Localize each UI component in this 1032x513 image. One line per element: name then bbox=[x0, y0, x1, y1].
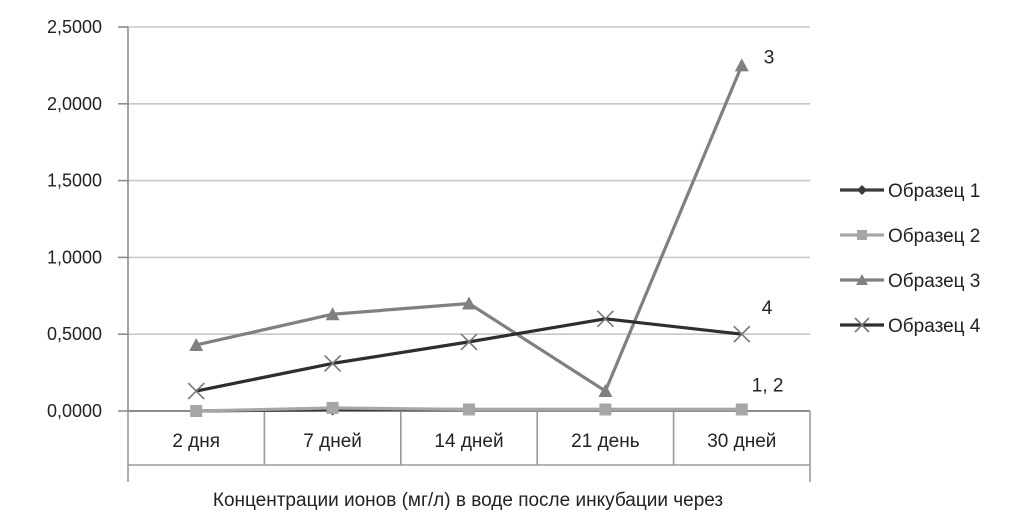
x-tick-label: 7 дней bbox=[303, 431, 362, 452]
legend: Образец 1 Образец 2 Образец 3 Образец 4 bbox=[840, 181, 981, 337]
legend-marker bbox=[856, 274, 868, 285]
series-2 bbox=[190, 401, 748, 417]
series-annotation: 3 bbox=[764, 47, 775, 68]
x-axis: 2 дня 7 дней 14 дней 21 день 30 дней bbox=[127, 411, 811, 482]
x-tick-label: 14 дней bbox=[434, 431, 503, 452]
data-point bbox=[324, 354, 342, 372]
series-annotation: 4 bbox=[762, 298, 773, 319]
data-point bbox=[325, 307, 340, 321]
data-point bbox=[733, 325, 751, 343]
series-line bbox=[195, 317, 742, 393]
legend-entry: Образец 4 bbox=[840, 316, 981, 337]
series-lines bbox=[187, 58, 751, 417]
data-point bbox=[460, 333, 478, 351]
legend-label: Образец 4 bbox=[888, 316, 981, 337]
data-point bbox=[190, 405, 203, 417]
y-tick-label: 1,0000 bbox=[47, 247, 102, 267]
x-tick-label: 30 дней bbox=[707, 431, 776, 452]
series-3 bbox=[189, 58, 749, 398]
legend-entry: Образец 2 bbox=[840, 226, 980, 247]
legend-label: Образец 1 bbox=[888, 181, 980, 202]
data-point bbox=[735, 403, 748, 416]
y-tick-label: 0,5000 bbox=[47, 324, 102, 344]
x-axis-label: Концентрации ионов (мг/л) в воде после и… bbox=[213, 490, 723, 511]
data-point bbox=[326, 401, 339, 414]
legend-marker bbox=[857, 230, 867, 240]
x-tick-label: 2 дня bbox=[172, 431, 220, 452]
data-point bbox=[596, 310, 614, 328]
series-annotation: 1, 2 bbox=[752, 375, 784, 396]
annotations: 3 4 1, 2 bbox=[752, 47, 784, 396]
data-point bbox=[187, 382, 205, 400]
y-tick-label: 1,5000 bbox=[47, 171, 102, 191]
legend-entry: Образец 3 bbox=[840, 271, 980, 292]
legend-marker bbox=[854, 317, 870, 333]
data-point bbox=[598, 384, 613, 398]
grid-lines bbox=[128, 26, 810, 412]
legend-marker bbox=[857, 185, 867, 195]
data-point bbox=[599, 403, 612, 416]
series-4 bbox=[187, 310, 751, 400]
data-point bbox=[462, 296, 476, 310]
legend-entry: Образец 1 bbox=[840, 181, 980, 202]
data-point bbox=[463, 403, 475, 416]
x-tick-label: 21 день bbox=[571, 431, 640, 452]
legend-label: Образец 3 bbox=[888, 271, 980, 292]
data-point bbox=[734, 58, 749, 72]
legend-label: Образец 2 bbox=[888, 226, 980, 247]
data-point bbox=[189, 337, 204, 351]
y-axis: 0,0000 0,5000 1,0000 1,5000 2,0000 2,5000 bbox=[47, 17, 129, 421]
y-tick-label: 0,0000 bbox=[47, 401, 102, 421]
y-tick-label: 2,5000 bbox=[47, 17, 102, 37]
y-tick-label: 2,0000 bbox=[47, 94, 102, 114]
